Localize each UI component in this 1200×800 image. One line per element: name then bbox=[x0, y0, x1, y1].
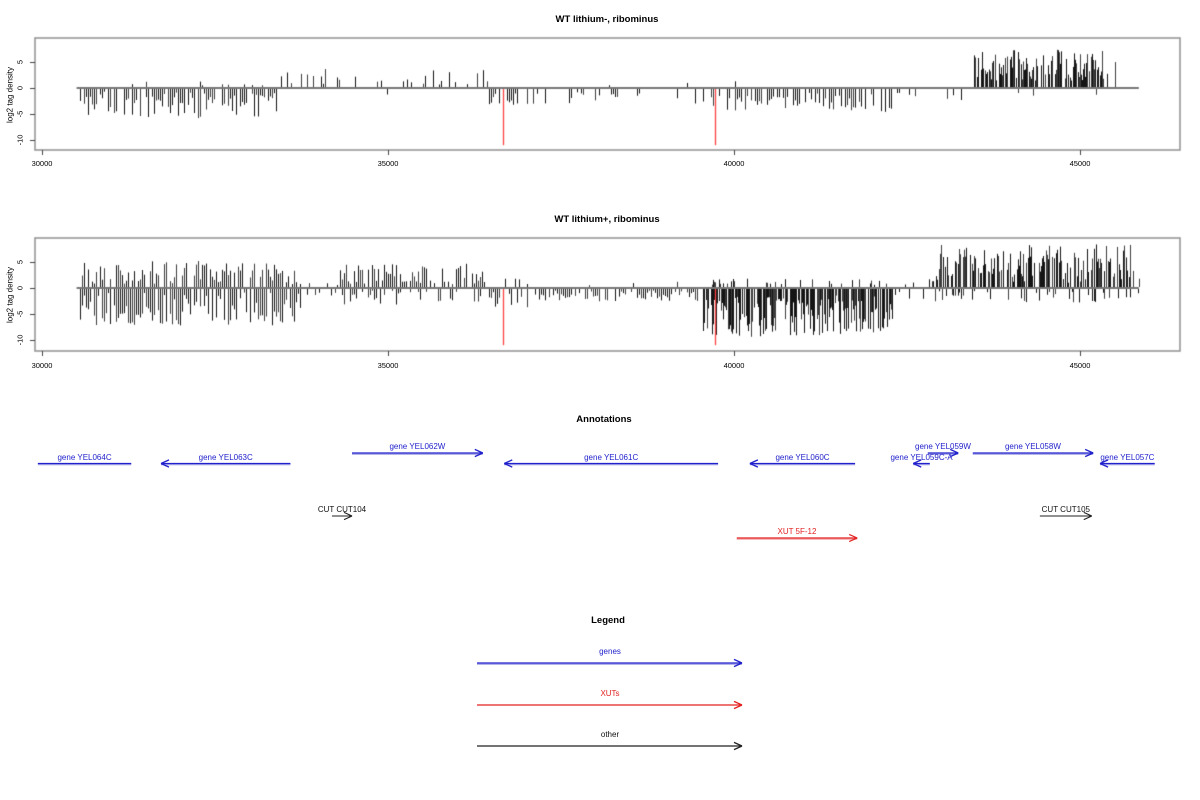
gene-label: gene YEL063C bbox=[198, 452, 253, 462]
y-tick-label: -5 bbox=[15, 110, 25, 118]
y-tick-label: 0 bbox=[15, 85, 25, 91]
x-tick-label: 30000 bbox=[31, 159, 53, 168]
annotations-section-title: Annotations bbox=[576, 414, 632, 425]
legend-item-genes-label: genes bbox=[599, 647, 621, 656]
xut-label: XUT 5F-12 bbox=[777, 527, 817, 536]
y-tick-label: -10 bbox=[15, 334, 25, 346]
legend-item-xuts-label: XUTs bbox=[600, 689, 620, 698]
legend-section-title: Legend bbox=[591, 615, 625, 626]
gene-label: gene YEL064C bbox=[57, 452, 112, 462]
gene-label: gene YEL059C-A bbox=[890, 452, 953, 462]
legend-item-other-label: other bbox=[600, 730, 620, 739]
gene-label: gene YEL058W bbox=[1004, 442, 1061, 451]
x-tick-label: 35000 bbox=[377, 361, 399, 370]
panel1-title: WT lithium-, ribominus bbox=[555, 14, 659, 25]
x-tick-label: 30000 bbox=[31, 361, 53, 370]
x-tick-label: 40000 bbox=[723, 361, 745, 370]
gene-label: gene YEL061C bbox=[584, 452, 639, 462]
gene-label: gene YEL059W bbox=[915, 442, 971, 451]
x-tick-label: 45000 bbox=[1069, 159, 1091, 168]
y-tick-label: -5 bbox=[15, 310, 25, 318]
gene-label: gene YEL057C bbox=[1100, 452, 1155, 462]
gene-label: gene YEL062W bbox=[389, 442, 446, 451]
panel1-y-axis-label: log2 tag density bbox=[5, 66, 15, 124]
cut-label: CUT CUT105 bbox=[1041, 505, 1090, 514]
x-tick-label: 40000 bbox=[723, 159, 745, 168]
x-tick-label: 45000 bbox=[1069, 361, 1091, 370]
panel2-title: WT lithium+, ribominus bbox=[554, 214, 660, 225]
y-tick-label: 5 bbox=[15, 259, 25, 265]
panel2-y-axis-label: log2 tag density bbox=[5, 266, 15, 324]
cut-label: CUT CUT104 bbox=[317, 505, 367, 514]
x-tick-label: 35000 bbox=[377, 159, 399, 168]
y-tick-label: 5 bbox=[15, 59, 25, 65]
y-tick-label: 0 bbox=[15, 285, 25, 291]
y-tick-label: -10 bbox=[15, 134, 25, 146]
gene-label: gene YEL060C bbox=[775, 452, 830, 462]
